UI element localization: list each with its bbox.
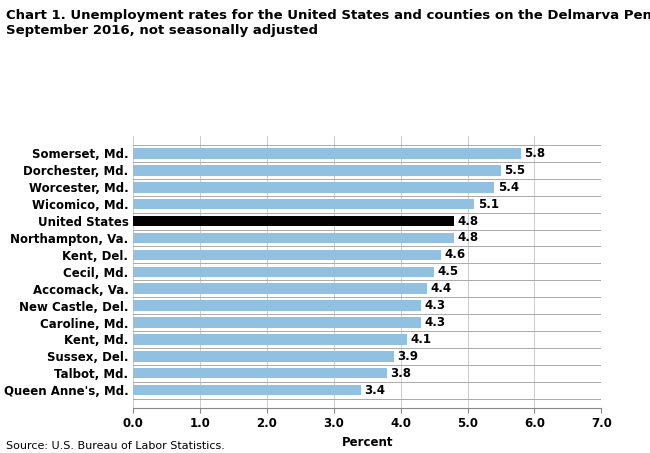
Text: 4.4: 4.4 [431,282,452,295]
Bar [133,148,521,159]
Text: 3.4: 3.4 [364,384,385,397]
Text: 3.8: 3.8 [391,367,411,380]
Bar [133,385,361,395]
Bar [133,334,408,345]
Bar [133,233,454,243]
Text: 4.6: 4.6 [444,248,465,261]
Bar [133,284,428,294]
Text: 4.8: 4.8 [458,215,478,227]
Bar [133,216,454,226]
Bar [133,250,441,260]
Bar [133,368,387,378]
Text: 5.4: 5.4 [498,181,519,194]
X-axis label: Percent: Percent [341,436,393,449]
Text: Chart 1. Unemployment rates for the United States and counties on the Delmarva P: Chart 1. Unemployment rates for the Unit… [6,9,650,37]
Bar [133,266,434,277]
Text: 4.1: 4.1 [411,333,432,346]
Text: 5.8: 5.8 [525,147,545,160]
Text: Source: U.S. Bureau of Labor Statistics.: Source: U.S. Bureau of Labor Statistics. [6,441,226,451]
Text: 4.5: 4.5 [437,265,458,278]
Bar [133,351,394,361]
Bar [133,317,421,328]
Text: 5.5: 5.5 [504,164,525,177]
Bar [133,165,501,176]
Text: 3.9: 3.9 [397,350,419,363]
Text: 5.1: 5.1 [478,198,499,211]
Bar [133,300,421,311]
Bar [133,199,474,209]
Text: 4.3: 4.3 [424,299,445,312]
Text: 4.3: 4.3 [424,316,445,329]
Text: 4.8: 4.8 [458,231,478,245]
Bar [133,182,494,193]
